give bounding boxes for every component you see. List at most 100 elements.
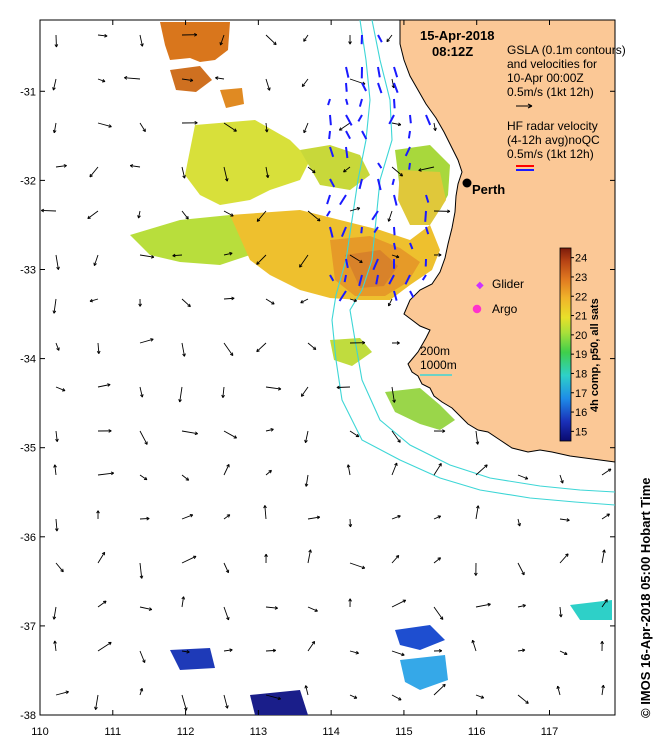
gsla-vector: [181, 555, 197, 564]
gsla-vector: [601, 549, 605, 564]
x-tick-label: 116: [468, 726, 486, 738]
hf-vector: [425, 194, 430, 203]
gsla-vector: [52, 78, 57, 91]
gsla-vector-head: [277, 386, 282, 391]
gsla-vector-head: [439, 616, 444, 620]
gsla-vector: [601, 468, 612, 476]
gsla-vector-head: [303, 38, 307, 42]
gsla-vector-head: [178, 399, 182, 403]
gsla-vector-head: [101, 79, 106, 83]
gsla-vector-head: [346, 464, 351, 468]
gsla-vector: [386, 34, 393, 42]
sst-patch-far-south2: [395, 625, 445, 650]
gsla-vector: [343, 166, 351, 173]
gsla-vector-head: [41, 208, 45, 213]
gsla-vector-head: [138, 303, 142, 307]
gsla-vector-head: [476, 505, 480, 509]
gsla-vector-head: [311, 640, 316, 645]
gsla-vector-head: [185, 477, 190, 481]
hf-vector: [377, 34, 383, 43]
gsla-vector: [139, 562, 143, 579]
colorbar: [559, 247, 572, 442]
gsla-vector-head: [226, 464, 230, 468]
gsla-vector: [475, 464, 488, 476]
gsla-vector: [264, 505, 267, 520]
gsla-vector: [265, 428, 274, 432]
gsla-vector: [97, 122, 112, 128]
gsla-vector: [265, 649, 276, 652]
gsla-vector: [223, 210, 234, 217]
gsla-vector-head: [146, 516, 150, 521]
gsla-vector: [265, 78, 271, 91]
gsla-vector-head: [438, 648, 443, 653]
y-tick-label: -36: [20, 532, 36, 544]
gsla-vector-head: [277, 696, 282, 701]
gsla-vector-head: [362, 340, 366, 345]
hf-vector: [388, 274, 395, 285]
hf-vector: [340, 226, 347, 238]
hf-vector: [358, 98, 363, 107]
gsla-vector: [475, 694, 484, 699]
gsla-vector-head: [108, 641, 112, 646]
gsla-vector-head: [343, 169, 347, 173]
gsla-vector: [93, 254, 99, 266]
y-tick-label: -31: [20, 86, 36, 98]
hf-vector: [357, 114, 363, 122]
gsla-vector-head: [182, 175, 186, 179]
gsla-vector: [181, 596, 185, 608]
gsla-vector: [517, 518, 521, 527]
date-label: 15-Apr-2018: [420, 28, 494, 43]
gsla-vector-head: [303, 129, 307, 134]
gsla-vector: [181, 166, 186, 179]
colorbar-tick-label: 19: [575, 349, 587, 361]
gsla-vector-head: [338, 127, 343, 131]
gsla-vector: [55, 254, 59, 270]
gsla-vector-head: [172, 253, 176, 258]
gsla-vector-head: [89, 298, 94, 303]
gsla-vector-head: [348, 41, 352, 45]
gsla-vector: [181, 650, 190, 653]
gsla-vector-head: [181, 596, 186, 600]
gsla-vector: [391, 599, 406, 608]
gsla-vector-head: [356, 207, 361, 211]
gsla-vector: [517, 649, 526, 652]
gsla-vector-head: [87, 215, 91, 220]
gsla-vector-head: [53, 464, 57, 468]
gsla-vector-head: [104, 33, 108, 38]
gsla-vector: [265, 386, 282, 390]
gsla-vector: [53, 122, 57, 133]
gsla-vector: [300, 298, 309, 304]
gsla-vector: [433, 463, 442, 476]
gsla-vector: [391, 166, 403, 177]
gsla-vector-head: [139, 687, 144, 692]
gsla-vector-head: [129, 164, 134, 168]
x-tick-label: 114: [322, 726, 340, 738]
gsla-vector-head: [268, 469, 272, 474]
x-tick-label: 111: [104, 726, 121, 738]
gsla-vector-head: [96, 350, 101, 354]
time-label: 08:12Z: [432, 44, 473, 59]
hf-vector: [329, 114, 332, 126]
hf-vector: [377, 66, 381, 78]
gsla-vector: [87, 210, 99, 219]
gsla-vector-head: [438, 253, 442, 257]
gsla-vector-head: [397, 122, 402, 127]
colorbar-tick-label: 23: [575, 272, 587, 284]
gsla-vector: [347, 464, 351, 476]
hf-vector: [407, 130, 411, 139]
gsla-vector-head: [226, 616, 230, 621]
hf-vector: [327, 98, 331, 106]
hf-vector: [329, 146, 335, 158]
gsla-vector: [139, 254, 155, 258]
gsla-vector-head: [474, 572, 478, 576]
gsla-vector: [349, 430, 360, 438]
hf-vector: [393, 226, 396, 236]
glider-label: Glider: [492, 277, 524, 291]
gsla-vector-head: [233, 128, 237, 132]
gsla-vector: [55, 691, 69, 696]
gsla-vector-head: [604, 599, 608, 603]
hf-vector: [372, 258, 379, 271]
gsla-vector: [139, 606, 152, 610]
gsla-vector-head: [308, 549, 312, 553]
gsla-vector-head: [300, 300, 304, 304]
